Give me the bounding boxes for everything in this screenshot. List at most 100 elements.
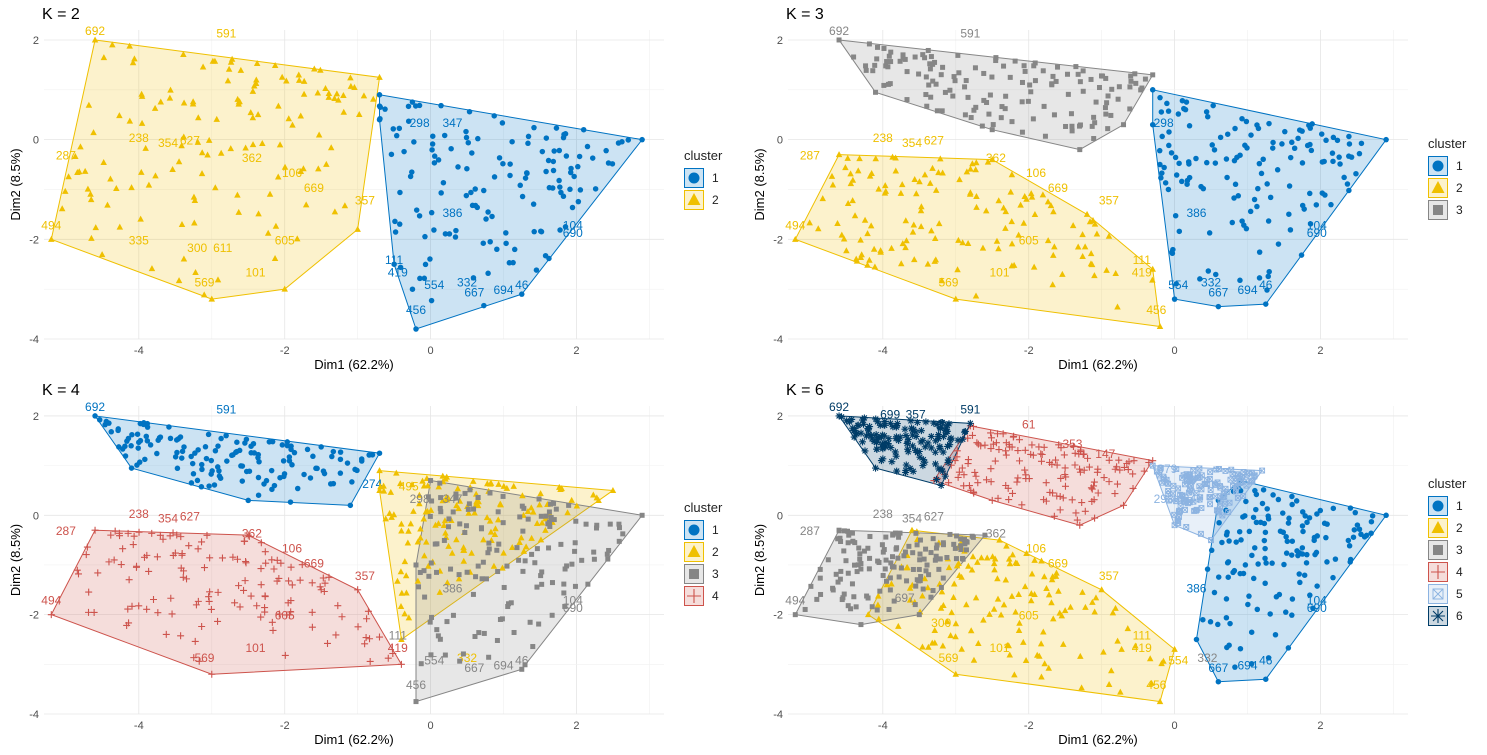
data-point (938, 588, 946, 595)
data-point (1041, 103, 1047, 109)
data-point (1032, 78, 1038, 84)
data-point (327, 481, 334, 487)
data-point (885, 435, 893, 443)
data-point (321, 470, 328, 477)
data-point (361, 640, 369, 648)
point-label: 46 (1259, 653, 1273, 667)
data-point (284, 442, 291, 449)
data-point (157, 98, 165, 105)
data-point (242, 144, 249, 151)
data-point (300, 165, 307, 172)
data-point (1013, 478, 1021, 486)
data-point (1125, 458, 1133, 466)
data-point (956, 572, 963, 579)
data-point (1038, 450, 1046, 458)
data-point (519, 492, 526, 499)
data-point (486, 654, 492, 660)
data-point (972, 166, 979, 173)
point-label: 692 (829, 400, 849, 414)
data-point (867, 222, 875, 229)
data-point (939, 642, 947, 649)
data-point (525, 140, 531, 147)
data-point (319, 574, 327, 582)
data-point (48, 235, 55, 242)
data-point (1077, 123, 1083, 129)
data-point (924, 584, 932, 591)
data-point (1232, 181, 1239, 188)
data-point (1299, 509, 1306, 515)
data-point (964, 239, 972, 246)
data-point (354, 623, 362, 631)
data-point (377, 104, 384, 110)
data-point (416, 491, 423, 498)
data-point (898, 181, 906, 188)
data-point (480, 187, 487, 194)
data-point (933, 81, 939, 87)
data-point (224, 77, 232, 84)
point-label: 569 (194, 276, 214, 290)
data-point (205, 593, 213, 601)
legend-item-3: 3 (684, 563, 722, 585)
data-point (231, 599, 239, 607)
data-point (1002, 451, 1010, 459)
data-point (913, 190, 920, 197)
data-point (441, 537, 447, 543)
data-point (922, 55, 928, 61)
data-point (1249, 552, 1255, 559)
data-point (943, 427, 951, 435)
data-point (956, 176, 963, 183)
point-label: 669 (1048, 556, 1068, 570)
data-point (924, 439, 932, 447)
point-label: 669 (304, 181, 324, 195)
data-point (235, 208, 242, 215)
legend-item-3: 3 (1428, 539, 1466, 561)
data-point (396, 221, 403, 227)
data-point (331, 208, 339, 215)
data-point (911, 175, 918, 182)
data-point (1009, 551, 1016, 558)
data-point (1076, 468, 1084, 476)
data-point (1346, 187, 1352, 194)
data-point (1020, 219, 1028, 226)
data-point (912, 432, 920, 440)
legend-symbol (1433, 205, 1443, 215)
data-point (958, 547, 964, 553)
data-point (271, 255, 279, 262)
data-point (1159, 479, 1166, 486)
data-point (981, 70, 987, 76)
data-point (1287, 227, 1294, 233)
data-point (198, 538, 206, 546)
data-point (931, 639, 939, 646)
data-point (366, 657, 374, 665)
legend-symbol-shape (688, 172, 700, 184)
data-point (545, 157, 552, 164)
data-point (1158, 175, 1164, 181)
data-point (851, 562, 857, 568)
data-point (84, 185, 92, 192)
data-point (952, 545, 958, 551)
data-point (963, 168, 971, 175)
data-point (1203, 109, 1210, 115)
data-point (487, 490, 493, 496)
data-point (806, 219, 813, 226)
data-point (463, 192, 470, 199)
data-point (427, 619, 433, 625)
data-point (902, 466, 910, 474)
data-point (1019, 79, 1025, 85)
data-point (1150, 72, 1156, 78)
data-point (1015, 436, 1023, 444)
data-point (506, 260, 513, 266)
data-point (1120, 501, 1128, 509)
data-point (1288, 552, 1295, 558)
data-point (536, 621, 542, 627)
data-point (1022, 68, 1028, 74)
data-point (847, 180, 855, 187)
data-point (954, 473, 962, 481)
data-point (1258, 170, 1265, 177)
data-point (1245, 601, 1251, 608)
data-point (1025, 98, 1031, 104)
data-point (1084, 454, 1092, 462)
data-point (217, 475, 224, 481)
x-axis-label: Dim1 (62.2%) (1058, 357, 1137, 372)
